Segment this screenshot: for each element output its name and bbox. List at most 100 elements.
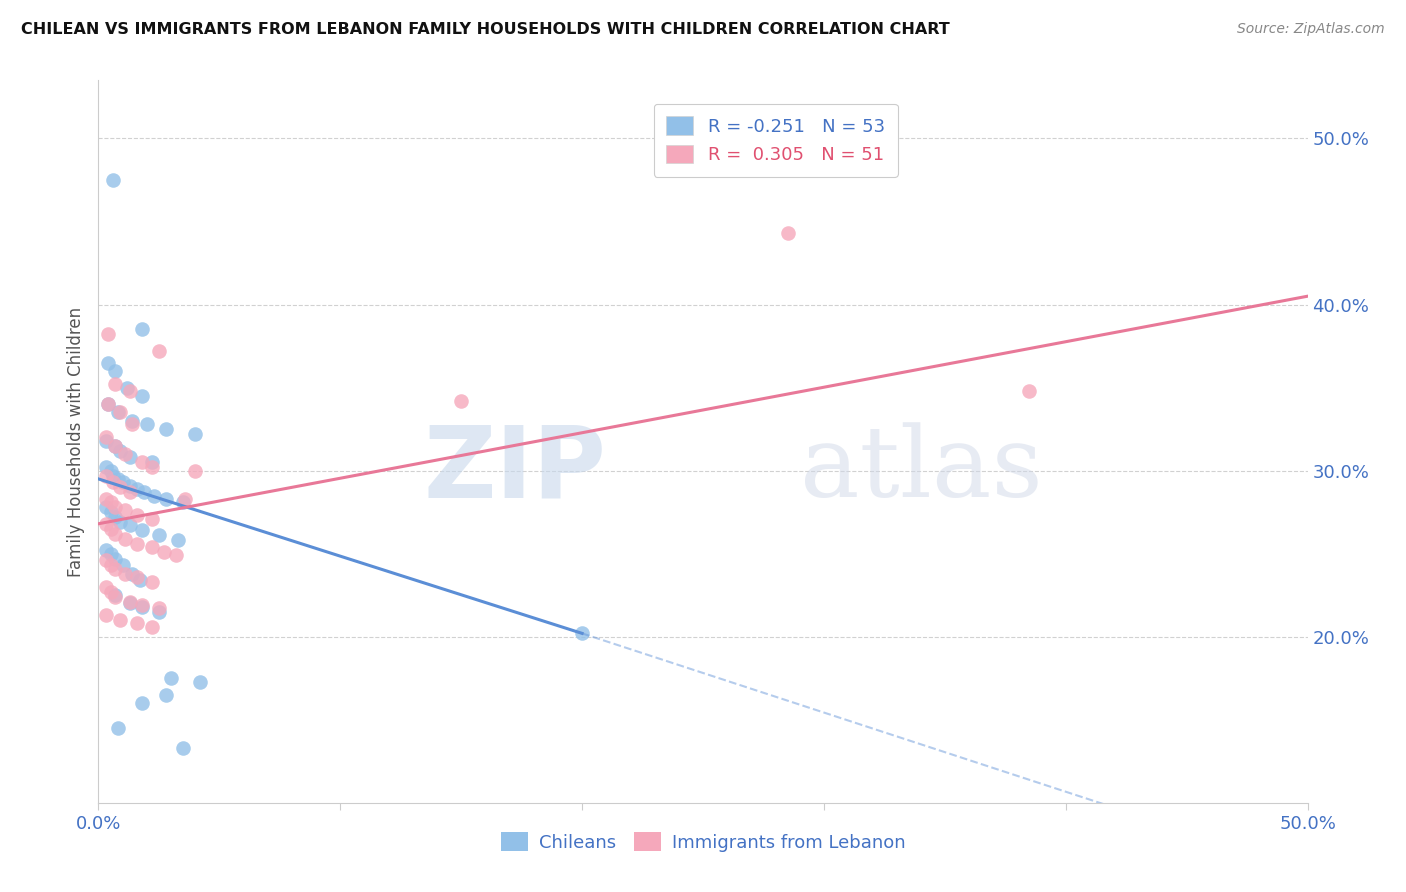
Text: Source: ZipAtlas.com: Source: ZipAtlas.com	[1237, 22, 1385, 37]
Text: CHILEAN VS IMMIGRANTS FROM LEBANON FAMILY HOUSEHOLDS WITH CHILDREN CORRELATION C: CHILEAN VS IMMIGRANTS FROM LEBANON FAMIL…	[21, 22, 950, 37]
Point	[108, 443, 131, 458]
Point	[450, 393, 472, 408]
Point	[104, 510, 127, 524]
Point	[141, 512, 163, 526]
Point	[94, 553, 117, 567]
Y-axis label: Family Households with Children: Family Households with Children	[66, 307, 84, 576]
Point	[148, 601, 170, 615]
Point	[108, 515, 131, 529]
Point	[104, 439, 127, 453]
Point	[97, 397, 120, 411]
Point	[121, 417, 143, 431]
Point	[141, 620, 163, 634]
Point	[776, 226, 799, 240]
Point	[100, 464, 122, 478]
Point	[104, 439, 127, 453]
Point	[104, 590, 127, 604]
Point	[155, 688, 177, 702]
Point	[188, 674, 211, 689]
Point	[97, 327, 120, 342]
Point	[100, 585, 122, 599]
Point	[131, 599, 153, 614]
Point	[118, 597, 141, 611]
Point	[174, 491, 197, 506]
Point	[104, 377, 127, 392]
Point	[131, 389, 153, 403]
Point	[101, 475, 124, 490]
Point	[104, 526, 127, 541]
Point	[108, 480, 131, 494]
Point	[107, 405, 129, 419]
Point	[104, 561, 127, 575]
Point	[94, 516, 117, 531]
Point	[114, 532, 136, 546]
Point	[131, 696, 153, 710]
Point	[127, 537, 149, 551]
Point	[184, 427, 207, 442]
Point	[155, 422, 177, 436]
Point	[97, 397, 120, 411]
Point	[135, 417, 157, 431]
Point	[134, 485, 156, 500]
Point	[94, 580, 117, 594]
Text: atlas: atlas	[800, 423, 1042, 518]
Point	[104, 364, 127, 378]
Point	[160, 671, 183, 685]
Point	[155, 491, 177, 506]
Point	[118, 518, 141, 533]
Point	[141, 460, 163, 475]
Point	[111, 475, 134, 490]
Point	[141, 455, 163, 469]
Point	[148, 344, 170, 359]
Point	[148, 605, 170, 619]
Point	[131, 455, 153, 469]
Point	[152, 545, 174, 559]
Point	[94, 543, 117, 558]
Point	[94, 468, 117, 483]
Point	[118, 478, 141, 492]
Point	[100, 505, 122, 519]
Point	[127, 570, 149, 584]
Point	[165, 549, 187, 563]
Point	[111, 558, 134, 573]
Point	[100, 558, 122, 573]
Point	[114, 447, 136, 461]
Point	[97, 356, 120, 370]
Point	[1018, 384, 1040, 398]
Point	[94, 460, 117, 475]
Point	[131, 322, 153, 336]
Point	[108, 613, 131, 627]
Legend: Chileans, Immigrants from Lebanon: Chileans, Immigrants from Lebanon	[494, 825, 912, 859]
Point	[101, 173, 124, 187]
Point	[141, 540, 163, 554]
Point	[127, 616, 149, 631]
Point	[100, 495, 122, 509]
Point	[127, 508, 149, 523]
Point	[121, 566, 143, 581]
Point	[100, 547, 122, 561]
Point	[128, 573, 150, 587]
Point	[94, 430, 117, 444]
Point	[118, 384, 141, 398]
Point	[143, 489, 166, 503]
Point	[571, 626, 593, 640]
Point	[141, 574, 163, 589]
Point	[118, 595, 141, 609]
Point	[101, 468, 124, 483]
Point	[184, 464, 207, 478]
Point	[108, 405, 131, 419]
Point	[107, 472, 129, 486]
Point	[104, 500, 127, 515]
Point	[94, 491, 117, 506]
Point	[118, 485, 141, 500]
Point	[114, 503, 136, 517]
Point	[131, 524, 153, 538]
Point	[104, 588, 127, 602]
Point	[167, 533, 190, 548]
Point	[172, 741, 194, 756]
Point	[131, 598, 153, 612]
Point	[148, 528, 170, 542]
Point	[104, 551, 127, 566]
Point	[94, 434, 117, 448]
Point	[121, 414, 143, 428]
